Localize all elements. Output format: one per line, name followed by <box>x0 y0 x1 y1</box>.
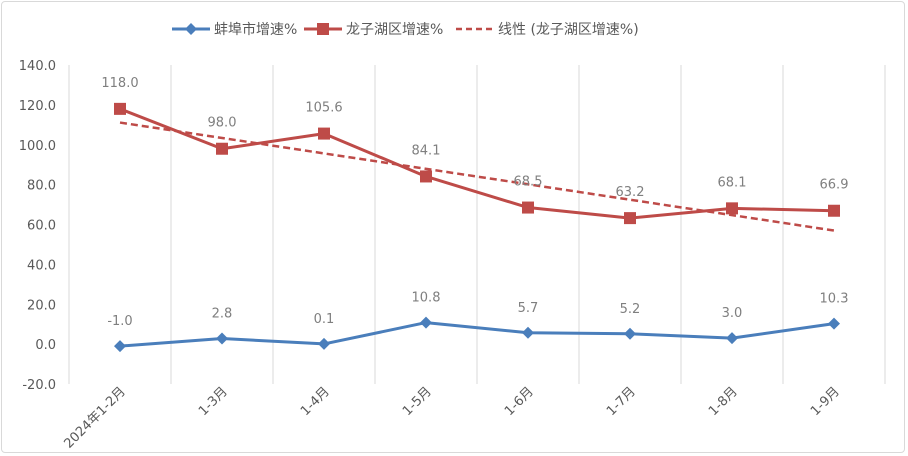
data-label: 63.2 <box>616 185 645 200</box>
data-point <box>726 202 738 215</box>
series-line <box>119 107 835 220</box>
y-tick-label: 100.0 <box>19 139 56 154</box>
legend-diamond-icon <box>185 23 197 35</box>
y-tick-label: 60.0 <box>27 219 56 234</box>
y-tick-label: 120.0 <box>19 99 56 114</box>
legend-label: 蚌埠市增速% <box>214 21 297 38</box>
data-label: 10.8 <box>412 291 441 306</box>
data-label: 68.5 <box>514 175 543 190</box>
data-point <box>114 102 126 115</box>
x-tick-label: 1-6月 <box>502 384 537 419</box>
data-point <box>828 317 840 330</box>
data-label: 68.1 <box>718 175 747 190</box>
x-tick-label: 1-4月 <box>298 384 333 419</box>
x-tick-label: 1-3月 <box>196 384 231 419</box>
x-tick-label: 2024年1-2月 <box>61 384 128 451</box>
data-point <box>828 204 840 217</box>
data-label: 2.8 <box>212 307 233 322</box>
data-point <box>114 340 126 353</box>
series-bengbu: -1.0 2.8 0.1 10.8 5.7 5.2 3.0 10.3 <box>107 291 848 353</box>
legend-label: 线性 (龙子湖区增速%) <box>498 22 639 38</box>
data-point <box>216 142 228 155</box>
data-point <box>726 332 738 345</box>
data-point <box>318 337 330 350</box>
y-tick-label: -20.0 <box>22 378 56 393</box>
data-point <box>420 170 432 183</box>
x-tick-label: 1-5月 <box>400 384 435 419</box>
data-label: 3.0 <box>722 306 743 321</box>
data-point <box>420 316 432 329</box>
data-label: -1.0 <box>107 314 132 329</box>
data-label: 5.7 <box>518 301 539 316</box>
x-tick-label: 1-9月 <box>808 384 843 419</box>
legend: 蚌埠市增速% 龙子湖区增速% 线性 (龙子湖区增速%) <box>172 21 639 38</box>
data-point <box>216 332 228 345</box>
data-point <box>624 327 636 340</box>
series-longzihu: 118.0 98.0 105.6 84.1 68.5 63.2 68.1 66.9 <box>101 76 849 225</box>
data-label: 66.9 <box>820 178 849 193</box>
x-tick-label: 1-8月 <box>706 384 741 419</box>
data-label: 98.0 <box>208 116 237 131</box>
y-tick-label: 0.0 <box>35 338 56 353</box>
series-line <box>119 321 835 348</box>
legend-square-icon <box>317 23 329 35</box>
data-point <box>522 201 534 214</box>
data-point <box>522 326 534 339</box>
data-point <box>624 212 636 225</box>
data-point <box>318 127 330 140</box>
data-label: 84.1 <box>412 143 441 158</box>
y-tick-label: 20.0 <box>27 298 56 313</box>
data-label: 118.0 <box>101 76 138 91</box>
x-tick-label: 1-7月 <box>604 384 639 419</box>
y-tick-label: 140.0 <box>19 59 56 74</box>
legend-label: 龙子湖区增速% <box>346 22 443 38</box>
data-label: 5.2 <box>620 302 641 317</box>
y-tick-label: 80.0 <box>27 179 56 194</box>
data-label: 10.3 <box>820 292 849 307</box>
data-label: 105.6 <box>305 101 342 116</box>
data-label: 0.1 <box>314 312 335 327</box>
y-tick-label: 40.0 <box>27 258 56 273</box>
